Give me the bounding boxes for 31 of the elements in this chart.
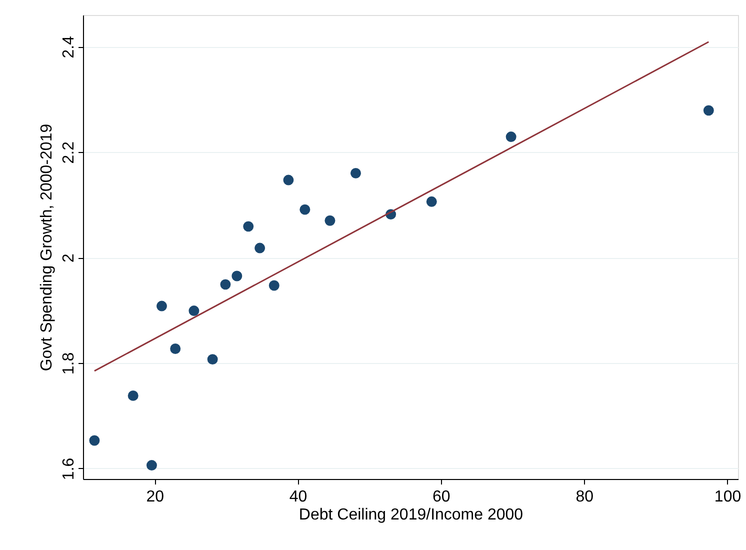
point (156, 300, 167, 312)
point (128, 390, 138, 401)
y-tick-label: 2.2 (60, 141, 78, 164)
point (283, 174, 294, 186)
x-tick-label: 100 (714, 488, 742, 506)
point (324, 215, 336, 226)
point (254, 242, 266, 254)
point (207, 354, 218, 365)
point (300, 204, 310, 215)
point (506, 132, 516, 142)
point (268, 280, 280, 291)
y-tick-label: 2 (60, 254, 78, 262)
point (146, 460, 157, 471)
x-tick-label: 20 (146, 488, 164, 506)
point (170, 344, 181, 354)
point (426, 196, 437, 207)
point (89, 435, 100, 446)
y-tick-label: 2.4 (60, 36, 78, 58)
point (243, 221, 254, 232)
x-tick-label: 80 (576, 488, 594, 506)
point (220, 279, 231, 290)
x-axis-title: Debt Ceiling 2019/Income 2000 (298, 506, 524, 524)
x-tick-label: 60 (432, 488, 450, 506)
point (232, 270, 242, 282)
point (703, 105, 714, 116)
point (188, 306, 200, 316)
y-axis-title: Govt Spending Growth, 2000-2019 (38, 124, 56, 372)
y-tick-label: 1.6 (60, 458, 78, 480)
y-tick-label: 1.8 (60, 352, 78, 375)
point (350, 168, 361, 178)
x-tick-label: 40 (289, 488, 308, 506)
